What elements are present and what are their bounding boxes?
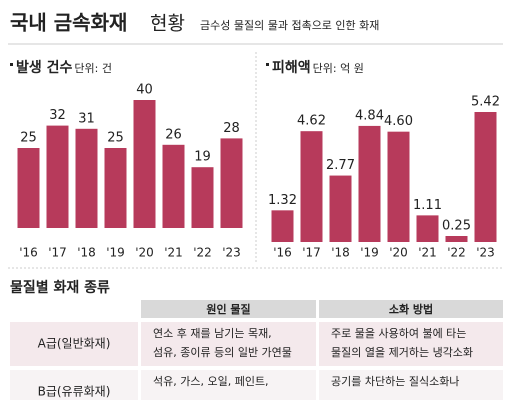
table: 원인 물질 소화 방법 A급(일반화재) 연소 후 재를 남기는 목재, 섬유, 종이류…: [10, 300, 503, 400]
x-tick-label: '18: [77, 246, 96, 260]
cell-text: 공기를 차단하는 질식소화나: [331, 374, 459, 388]
x-tick-label: '21: [164, 246, 183, 260]
bar: [104, 148, 127, 228]
x-tick-label: '17: [302, 246, 321, 260]
subtitle: 금수성 물질의 물과 접촉으로 인한 화재: [200, 19, 379, 32]
value-label: 28: [223, 121, 240, 136]
chart-title: 피해액: [272, 59, 311, 76]
cell-text: 석유, 가스, 오일, 페인트,: [153, 374, 269, 388]
table-title: 물질별 화재 종류: [10, 279, 110, 296]
value-label: 40: [136, 83, 153, 98]
x-tick-label: '19: [106, 246, 125, 260]
bar: [162, 144, 185, 228]
row-label: A급(일반화재): [38, 337, 111, 351]
header-cell: [141, 300, 316, 318]
value-label: 5.42: [471, 95, 500, 110]
bar: [329, 175, 352, 242]
x-tick-label: '23: [476, 246, 495, 260]
value-label: 1.32: [268, 193, 297, 208]
value-label: 4.62: [297, 114, 326, 129]
x-tick-label: '21: [418, 246, 437, 260]
row-bg: [10, 370, 503, 400]
cell-text: 섬유, 종이류 등의 일반 가연물: [153, 345, 292, 359]
value-label: 2.77: [326, 158, 355, 173]
x-tick-label: '18: [331, 246, 350, 260]
header-cell: [319, 300, 503, 318]
bullet: [266, 63, 269, 66]
bar: [133, 100, 156, 228]
x-tick-label: '17: [48, 246, 67, 260]
x-tick-label: '19: [360, 246, 379, 260]
value-label: 25: [107, 131, 124, 146]
value-label: 19: [194, 150, 211, 165]
chart-unit: 단위: 건: [74, 62, 112, 75]
value-label: 31: [78, 111, 95, 126]
bar: [416, 215, 439, 242]
bar: [445, 236, 468, 242]
bar: [191, 167, 214, 228]
bullet: [10, 63, 13, 66]
cell-text: 주로 물을 사용하여 불에 타는: [331, 326, 466, 340]
x-tick-label: '22: [447, 246, 466, 260]
bar: [17, 148, 40, 228]
value-label: 25: [20, 131, 37, 146]
cell-text: 물질의 열을 제거하는 냉각소화: [331, 345, 473, 359]
x-tick-label: '16: [273, 246, 292, 260]
cell-text: 연소 후 재를 남기는 목재,: [153, 327, 272, 340]
x-tick-label: '22: [193, 246, 212, 260]
bar: [220, 138, 243, 228]
value-label: 26: [165, 127, 182, 142]
chart-unit: 단위: 억 원: [313, 62, 364, 75]
x-tick-label: '23: [222, 246, 241, 260]
bar: [300, 131, 323, 242]
bar: [46, 125, 69, 228]
row-bg: [10, 322, 503, 366]
value-label: 4.60: [384, 114, 413, 129]
chart-title: 발생 건수: [16, 59, 73, 76]
header-text: 원인 물질: [206, 302, 250, 316]
x-tick-label: '20: [389, 246, 408, 260]
row-label: B급(유류화재): [38, 385, 111, 399]
title-light: 현황: [150, 13, 185, 35]
value-label: 32: [49, 108, 66, 123]
x-tick-label: '16: [19, 246, 38, 260]
value-label: 4.84: [355, 108, 384, 123]
bar: [271, 210, 294, 242]
value-label: 1.11: [413, 198, 442, 213]
bar: [75, 128, 98, 228]
x-tick-label: '20: [135, 246, 154, 260]
value-label: 0.25: [442, 219, 471, 234]
bar: [358, 125, 381, 242]
bar: [387, 131, 410, 242]
bar: [474, 112, 497, 242]
header-text: 소화 방법: [389, 302, 433, 316]
title: 국내 금속화재: [10, 11, 127, 35]
